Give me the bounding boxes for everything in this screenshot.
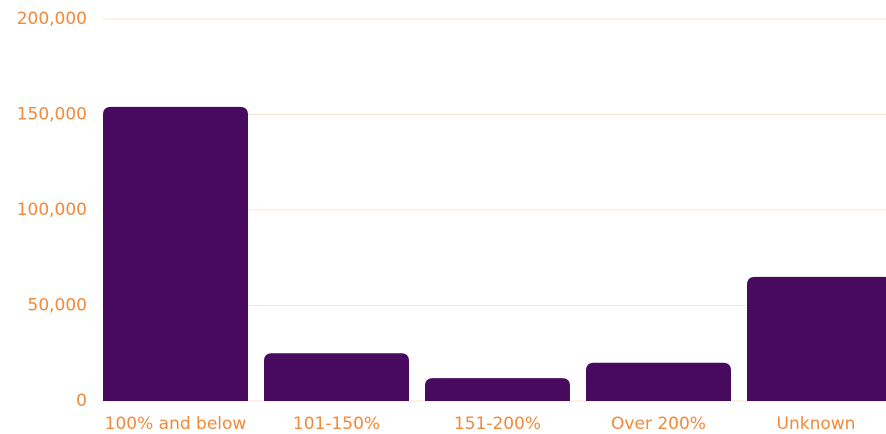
bar [586, 362, 731, 401]
bar [103, 106, 248, 402]
bar [425, 378, 570, 401]
x-tick-label: 101-150% [293, 414, 380, 434]
x-tick-label: Unknown [777, 414, 856, 434]
y-tick-label: 0 [76, 391, 87, 411]
y-tick-label: 50,000 [28, 296, 87, 316]
bar [264, 353, 409, 401]
x-tick-label: 100% and below [105, 414, 247, 434]
y-tick-label: 150,000 [17, 105, 87, 125]
x-tick-label: Over 200% [611, 414, 706, 434]
bar [747, 276, 886, 401]
x-tick-label: 151-200% [454, 414, 541, 434]
y-tick-label: 100,000 [17, 200, 87, 220]
y-tick-label: 200,000 [17, 9, 87, 29]
